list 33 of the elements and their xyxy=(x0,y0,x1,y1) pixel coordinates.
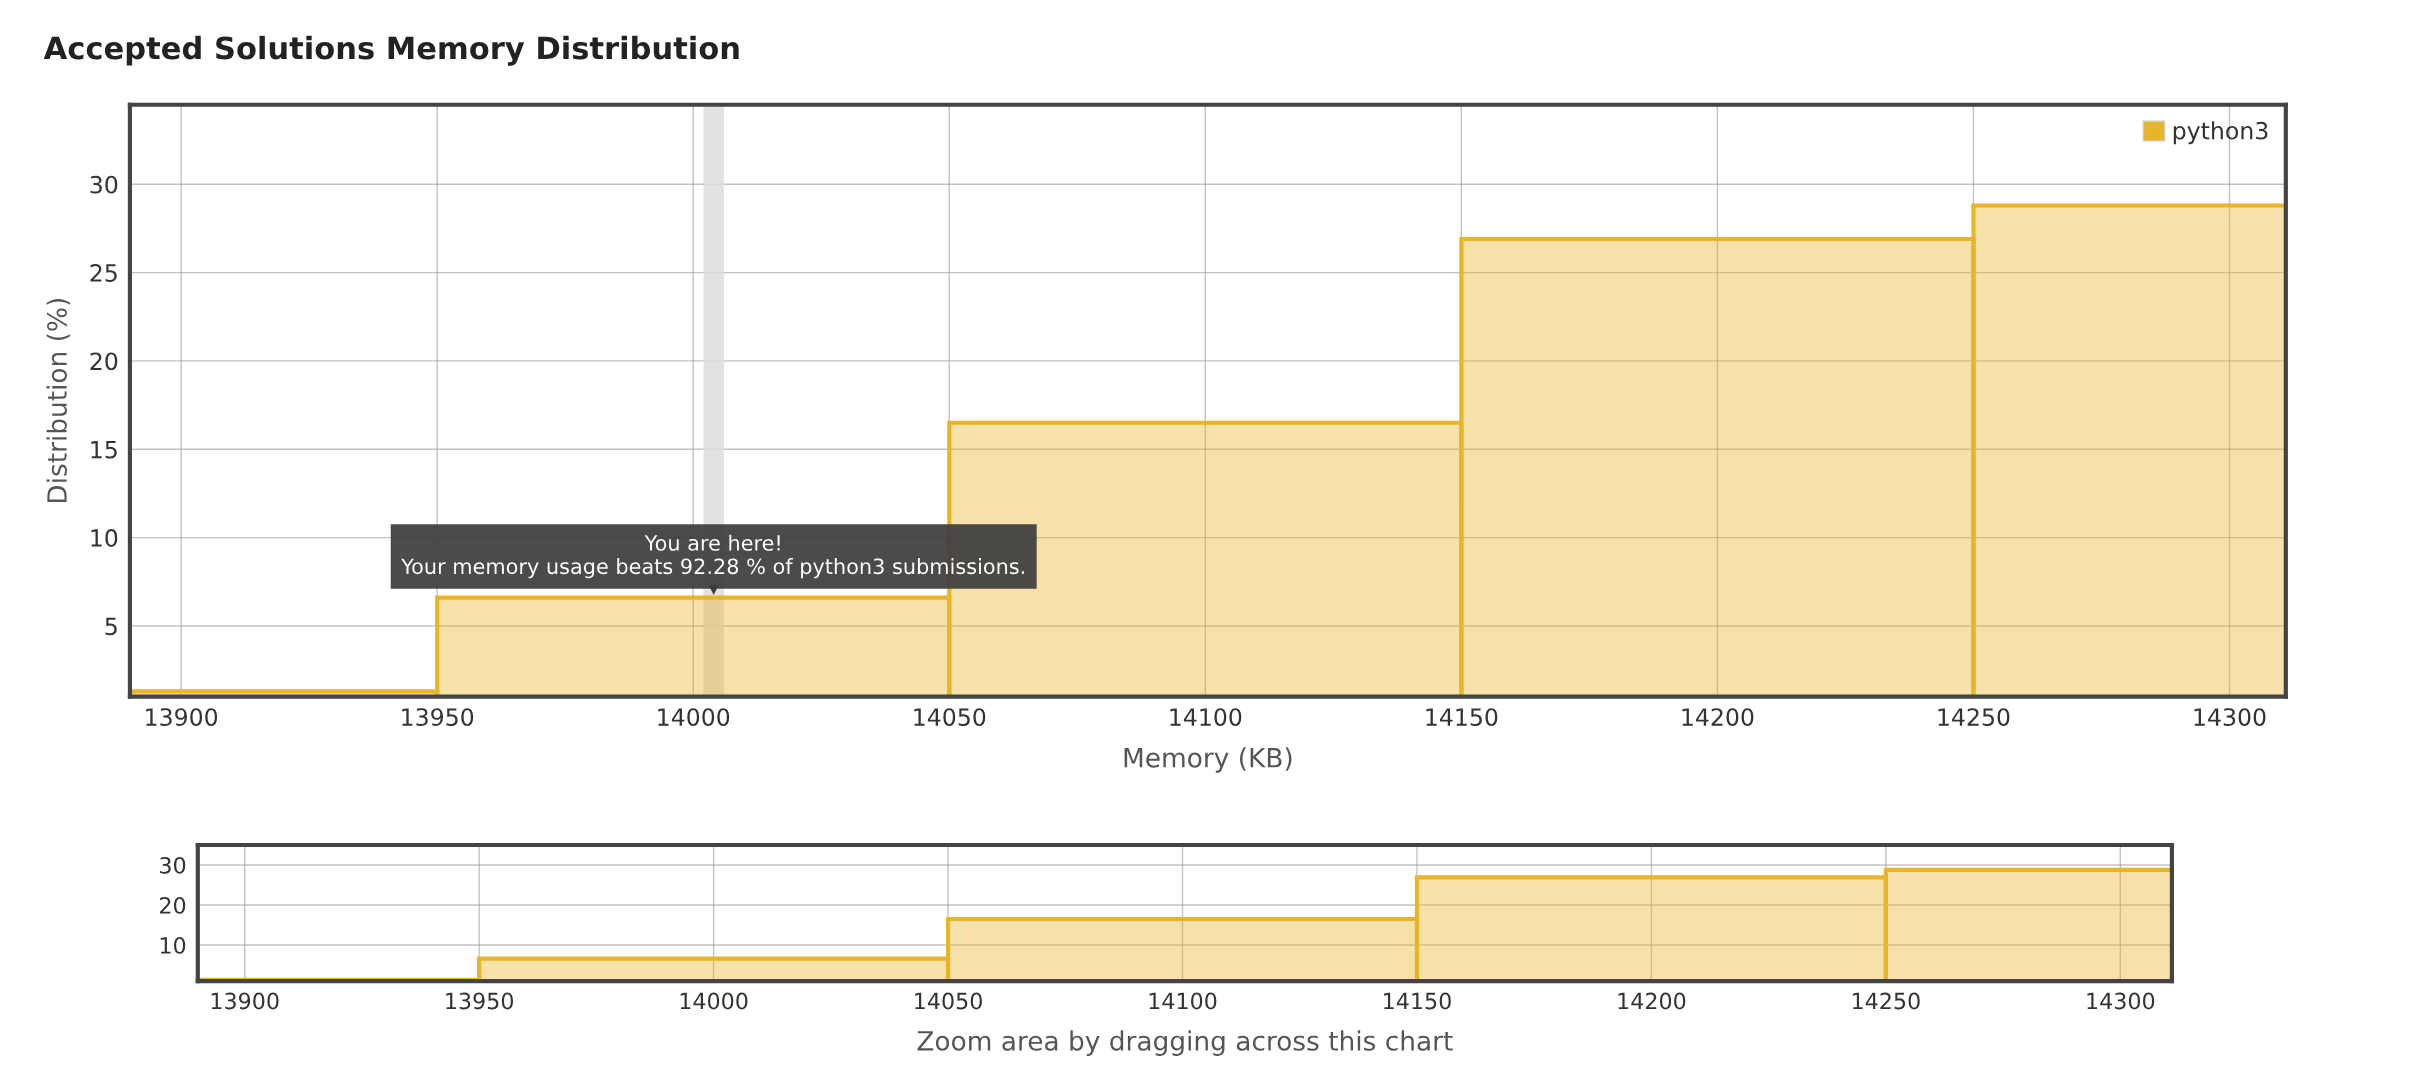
x-tick-label: 13950 xyxy=(446,992,514,1010)
x-tick-label: 14050 xyxy=(915,992,982,1010)
y-tick-label: 30 xyxy=(90,175,118,194)
y-tick-label: 10 xyxy=(160,937,186,954)
legend-label: python3 xyxy=(2173,121,2268,145)
y-axis-title: Distribution (%) xyxy=(46,298,71,503)
y-tick-label: 25 xyxy=(90,264,117,282)
x-tick-label: 14150 xyxy=(1384,992,1451,1010)
chart-title: Accepted Solutions Memory Distribution xyxy=(43,35,739,66)
x-tick-label: 14050 xyxy=(914,708,986,726)
x-axis-title: Memory (KB) xyxy=(1124,747,1292,773)
x-tick-label: 14100 xyxy=(1170,708,1242,726)
x-tick-label: 14250 xyxy=(1938,708,2010,726)
x-tick-label: 13900 xyxy=(211,992,279,1010)
x-tick-label: 14300 xyxy=(2194,708,2266,726)
x-tick-label: 14000 xyxy=(658,708,730,726)
y-tick-label: 20 xyxy=(160,896,186,914)
x-tick-label: 14000 xyxy=(680,992,748,1010)
x-tick-label: 13950 xyxy=(402,708,474,726)
annotation: You are here! Your memory usage beats 92.28 % of python3 submissions. xyxy=(401,534,1025,579)
x-tick-label: 13900 xyxy=(146,708,218,726)
y-tick-label: 30 xyxy=(160,856,186,874)
y-tick-label: 15 xyxy=(91,441,117,459)
x-axis-title: Zoom area by dragging across this chart xyxy=(917,1030,1453,1056)
y-tick-label: 20 xyxy=(90,352,118,371)
y-tick-label: 10 xyxy=(91,529,118,547)
x-tick-label: 14300 xyxy=(2087,992,2155,1010)
x-tick-label: 14150 xyxy=(1426,708,1498,726)
x-tick-label: 14250 xyxy=(1852,992,1920,1010)
x-tick-label: 14200 xyxy=(1618,992,1686,1010)
x-tick-label: 14100 xyxy=(1149,992,1217,1010)
x-tick-label: 14200 xyxy=(1682,708,1754,726)
y-tick-label: 5 xyxy=(105,617,117,636)
